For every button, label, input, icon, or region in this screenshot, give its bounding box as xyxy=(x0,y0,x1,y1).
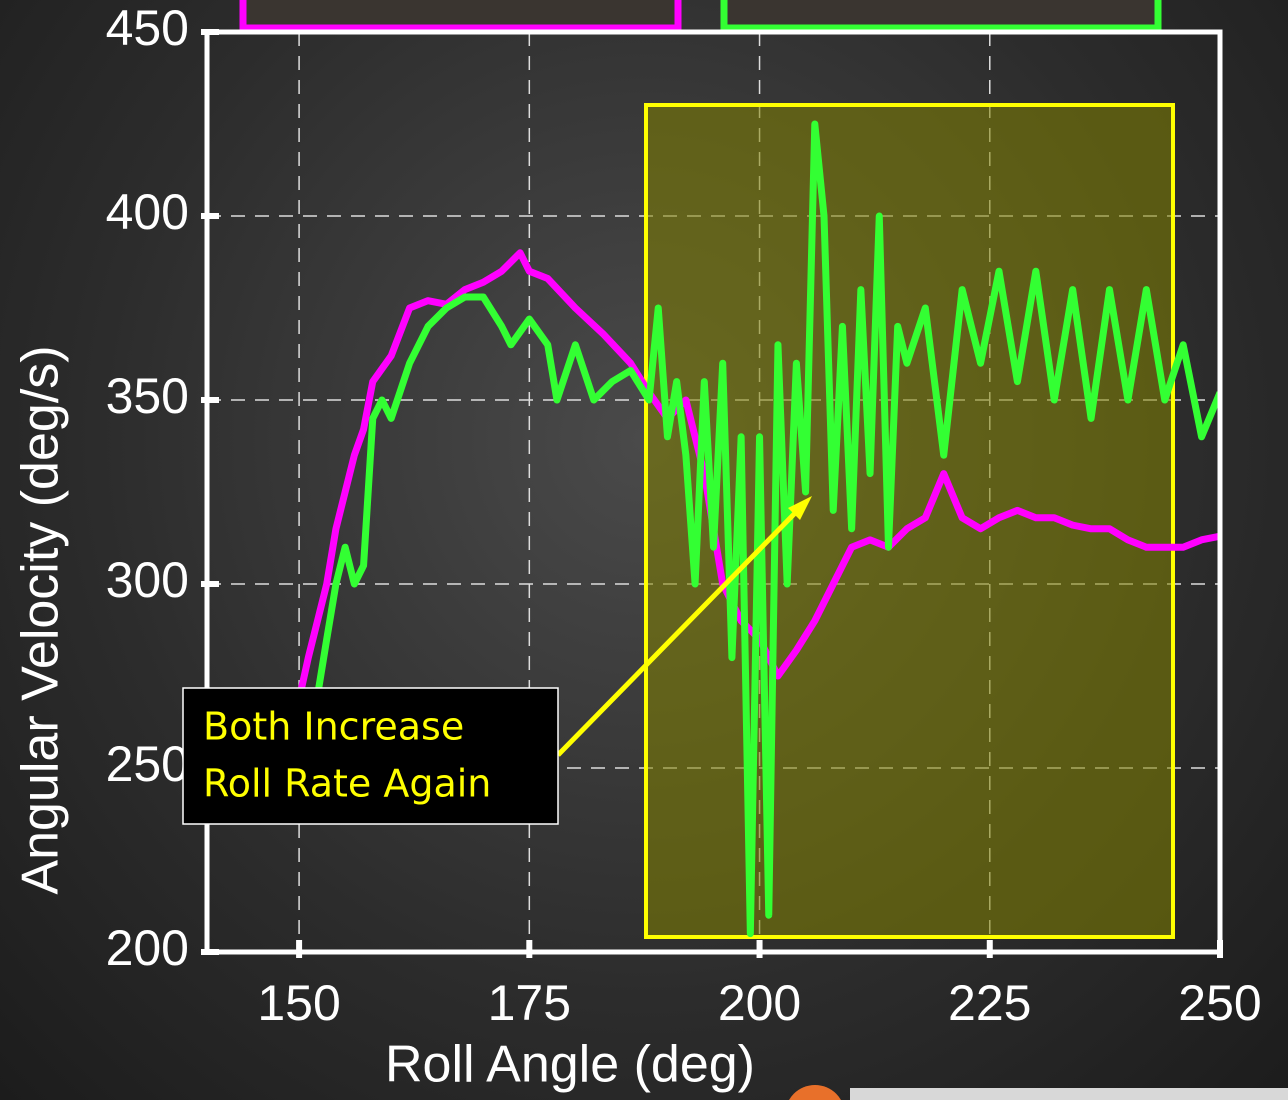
x-tick-label: 250 xyxy=(1178,975,1261,1031)
x-tick-label: 225 xyxy=(948,975,1031,1031)
highlight-region xyxy=(644,103,1175,939)
x-tick-label: 200 xyxy=(718,975,801,1031)
lines xyxy=(291,120,1220,938)
y-axis-title: Angular Velocity (deg/s) xyxy=(12,345,70,894)
x-tick-label: 175 xyxy=(488,975,571,1031)
annotation-box xyxy=(182,687,559,825)
arrow xyxy=(556,506,802,757)
y-tick-label: 400 xyxy=(106,184,189,240)
photo-frame xyxy=(239,0,682,32)
logo-banner xyxy=(850,1088,1288,1100)
y-tick-label: 300 xyxy=(106,552,189,608)
annotation-text: Both Increase xyxy=(203,705,464,749)
ticks: 150 175 200 225 250 200 250 300 350 400 450 xyxy=(106,0,1262,1031)
y-tick-label: 250 xyxy=(106,736,189,792)
arrow-head xyxy=(788,496,812,520)
logo xyxy=(789,1085,841,1100)
x-axis-title: Roll Angle (deg) xyxy=(385,1036,755,1094)
x-tick-label: 150 xyxy=(257,975,340,1031)
y-tick-label: 350 xyxy=(106,368,189,424)
plot-frame xyxy=(204,29,1223,955)
annotation-text: Roll Rate Again xyxy=(203,762,491,806)
series-line xyxy=(309,120,1220,938)
photo-frame xyxy=(720,0,1162,32)
y-tick-label: 200 xyxy=(106,920,189,976)
y-tick-label: 450 xyxy=(106,0,189,56)
